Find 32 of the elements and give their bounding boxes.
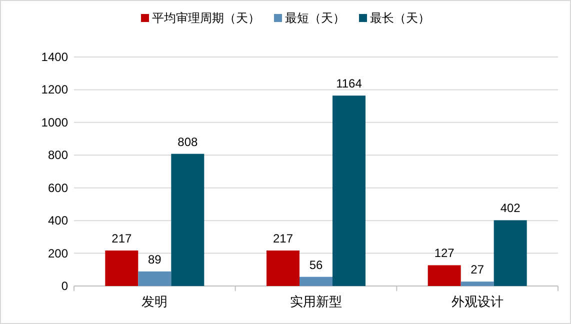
y-tick-label: 1400: [41, 50, 68, 64]
bar: [171, 154, 204, 286]
x-tick-label: 发明: [142, 294, 168, 309]
data-label: 127: [434, 246, 455, 260]
x-tick-label: 实用新型: [290, 294, 342, 309]
data-label: 56: [309, 258, 323, 272]
y-tick-label: 1200: [41, 82, 68, 97]
x-tick-label: 外观设计: [451, 294, 504, 309]
data-label: 402: [500, 201, 521, 216]
data-label: 89: [148, 252, 162, 266]
bar: [494, 220, 527, 286]
bar: [266, 250, 300, 286]
data-label: 27: [470, 262, 484, 277]
bar: [105, 250, 138, 286]
y-tick-label: 0: [61, 279, 68, 293]
data-label: 1164: [336, 76, 362, 91]
bar: [460, 282, 494, 286]
legend-label: 最短（天）: [285, 11, 345, 25]
legend-label: 平均审理周期（天）: [152, 11, 260, 25]
y-tick-label: 1000: [41, 115, 68, 130]
y-tick-label: 400: [48, 214, 68, 228]
bar: [138, 271, 172, 286]
bar: [300, 276, 332, 286]
bar: [332, 96, 366, 286]
data-label: 808: [178, 134, 198, 149]
bar: [428, 265, 461, 286]
y-tick-label: 200: [48, 246, 68, 260]
data-label: 217: [112, 232, 132, 246]
data-label: 217: [272, 232, 294, 246]
y-tick-label: 800: [48, 148, 68, 162]
y-tick-label: 600: [48, 180, 68, 195]
legend-label: 最长（天）: [370, 11, 430, 25]
